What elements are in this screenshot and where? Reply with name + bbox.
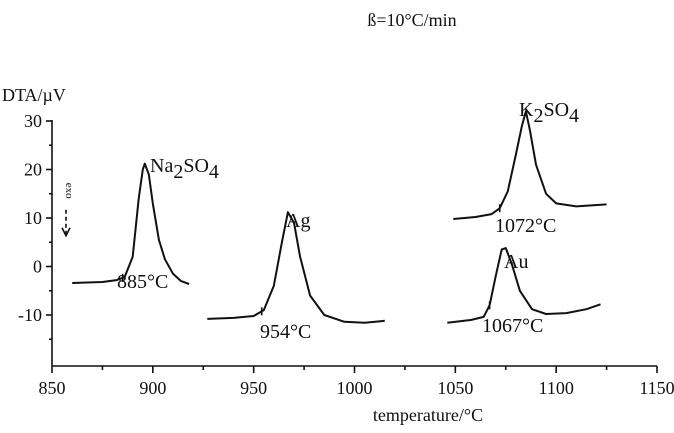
series-label-subscript: 2: [533, 105, 543, 127]
series-ag-onset-label: 954°C: [260, 321, 311, 343]
series-ag-line: [207, 211, 385, 324]
x-tick-label: 1050: [437, 378, 473, 398]
series-k2so4-line: [453, 110, 607, 220]
series-label-text: K: [519, 99, 534, 121]
x-tick-label: 1000: [337, 378, 373, 398]
series-na2so4-label: Na2SO4: [150, 155, 219, 183]
series-label-subscript: 4: [209, 161, 219, 183]
y-tick-label: -10: [18, 305, 42, 325]
x-tick-label: 1150: [639, 378, 674, 398]
exo-label: exo: [63, 183, 75, 199]
series-au-onset-label: 1067°C: [482, 315, 543, 337]
series-label-subscript: 4: [569, 105, 579, 127]
x-tick-label: 850: [39, 378, 66, 398]
x-tick-label: 1100: [538, 378, 573, 398]
series-label-subscript: 2: [173, 161, 183, 183]
series-label-text: SO: [183, 155, 209, 177]
series-label-text: SO: [543, 99, 569, 121]
series-ag-label: Ag: [286, 210, 310, 232]
y-tick-label: 0: [33, 257, 42, 277]
series-k2so4-onset-label: 1072°C: [495, 215, 556, 237]
y-tick-label: 10: [24, 208, 42, 228]
series-k2so4-label: K2SO4: [519, 99, 579, 127]
series-au-line: [447, 247, 601, 324]
series-label-text: Ag: [286, 210, 310, 232]
x-axis-label: temperature/°C: [373, 405, 483, 425]
series-na2so4-onset-label: 885°C: [117, 271, 168, 293]
y-tick-label: 30: [24, 111, 42, 131]
x-tick-label: 900: [139, 378, 166, 398]
series-au-label: Au: [504, 251, 528, 273]
series-label-text: Au: [504, 251, 528, 273]
y-tick-label: 20: [24, 160, 42, 180]
x-tick-label: 950: [240, 378, 267, 398]
exo-arrow-head: [61, 227, 71, 238]
plot-area: 850 900 950 1000 1050 1100 1150 30 20 10 0 -10 exo Na…: [18, 99, 674, 398]
chart-title: ß=10°C/min: [367, 10, 456, 30]
series-na2so4-line: [72, 162, 190, 285]
y-axis-label: DTA/µV: [2, 85, 66, 105]
series-label-text: Na: [150, 155, 173, 177]
